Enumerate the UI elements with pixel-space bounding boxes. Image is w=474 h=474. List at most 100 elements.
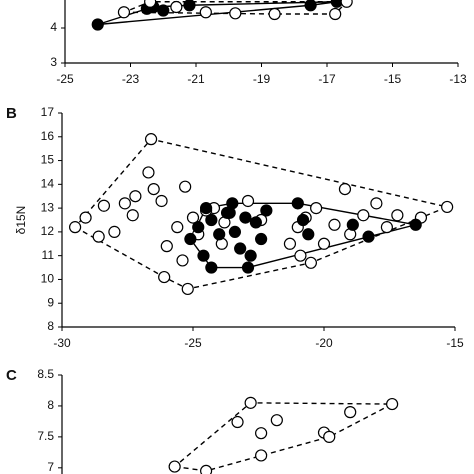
point <box>283 237 297 250</box>
point <box>200 202 213 215</box>
point <box>155 194 168 208</box>
x-tick-label: -17 <box>318 72 336 86</box>
point <box>142 166 155 179</box>
point <box>234 242 247 255</box>
point <box>144 133 158 146</box>
x-tick-label: -23 <box>122 72 140 86</box>
point <box>199 6 212 19</box>
point <box>241 194 255 208</box>
y-tick-label: 7.5 <box>37 429 54 443</box>
point <box>328 218 341 231</box>
point <box>170 0 183 14</box>
point <box>184 232 197 246</box>
y-tick-label: 8 <box>47 319 54 333</box>
panel-label: B <box>6 105 17 122</box>
point <box>244 249 257 262</box>
point <box>118 197 131 210</box>
point <box>302 228 315 241</box>
point <box>158 270 171 284</box>
point <box>304 256 317 269</box>
x-tick-label: -15 <box>384 72 402 86</box>
point <box>255 449 268 462</box>
point <box>91 18 104 31</box>
y-tick-label: 10 <box>41 272 55 286</box>
y-tick-label: 16 <box>41 129 55 143</box>
x-tick-label: -25 <box>184 336 202 350</box>
point <box>144 0 157 8</box>
point <box>213 228 226 241</box>
point <box>317 237 331 250</box>
point <box>68 221 82 234</box>
y-tick-label: 13 <box>41 200 55 214</box>
point <box>129 190 142 203</box>
y-tick-label: 14 <box>41 177 55 191</box>
x-tick-label: -21 <box>187 72 205 86</box>
point <box>126 209 139 222</box>
y-tick-label: 8.5 <box>37 367 54 381</box>
point <box>239 211 252 224</box>
hull <box>173 402 393 472</box>
point <box>370 197 383 210</box>
point <box>391 209 404 222</box>
point <box>117 6 131 19</box>
point <box>386 397 399 411</box>
point <box>357 209 370 222</box>
point <box>270 414 283 427</box>
y-tick-label: 7 <box>47 460 54 474</box>
point <box>255 232 268 246</box>
point <box>183 0 196 12</box>
point <box>200 464 213 474</box>
y-tick-label: 15 <box>41 153 55 167</box>
point <box>108 225 121 238</box>
point <box>340 0 353 8</box>
point <box>168 460 181 473</box>
point <box>181 282 194 296</box>
x-tick-label: -13 <box>449 72 467 86</box>
point <box>197 249 210 262</box>
point <box>329 7 342 21</box>
point <box>229 7 242 20</box>
point <box>92 230 105 243</box>
point <box>179 180 192 193</box>
y-tick-label: 4 <box>50 20 57 34</box>
x-tick-label: -19 <box>253 72 271 86</box>
point <box>241 261 255 274</box>
point <box>176 254 189 267</box>
point <box>294 249 307 262</box>
panel-label: C <box>6 367 17 384</box>
y-axis-label: δ15N <box>14 206 28 235</box>
point <box>323 430 336 443</box>
point <box>147 182 160 196</box>
panel: 3 4 -25 -23 -21 -19 -17 -15 -13 <box>50 0 467 86</box>
point <box>362 230 375 243</box>
x-tick-label: -20 <box>315 336 333 350</box>
point <box>344 406 357 419</box>
point <box>231 415 244 429</box>
point <box>205 261 218 274</box>
point <box>346 218 359 231</box>
point <box>186 211 200 224</box>
y-tick-label: 8 <box>47 398 54 412</box>
x-tick-label: -25 <box>56 72 74 86</box>
x-tick-label: -15 <box>446 336 464 350</box>
point <box>97 199 111 212</box>
point <box>310 202 323 215</box>
y-tick-label: 12 <box>41 224 55 238</box>
point <box>223 206 236 219</box>
point <box>441 200 454 214</box>
point <box>380 221 393 234</box>
point <box>296 213 310 227</box>
point <box>160 240 173 253</box>
x-tick-label: -30 <box>53 336 71 350</box>
y-tick-label: 9 <box>47 295 54 309</box>
point <box>171 221 184 234</box>
point <box>291 197 304 210</box>
point <box>79 211 92 224</box>
point <box>249 216 262 229</box>
point <box>338 182 352 196</box>
y-tick-label: 11 <box>42 248 55 262</box>
y-tick-label: 3 <box>50 55 57 69</box>
point <box>205 213 218 227</box>
